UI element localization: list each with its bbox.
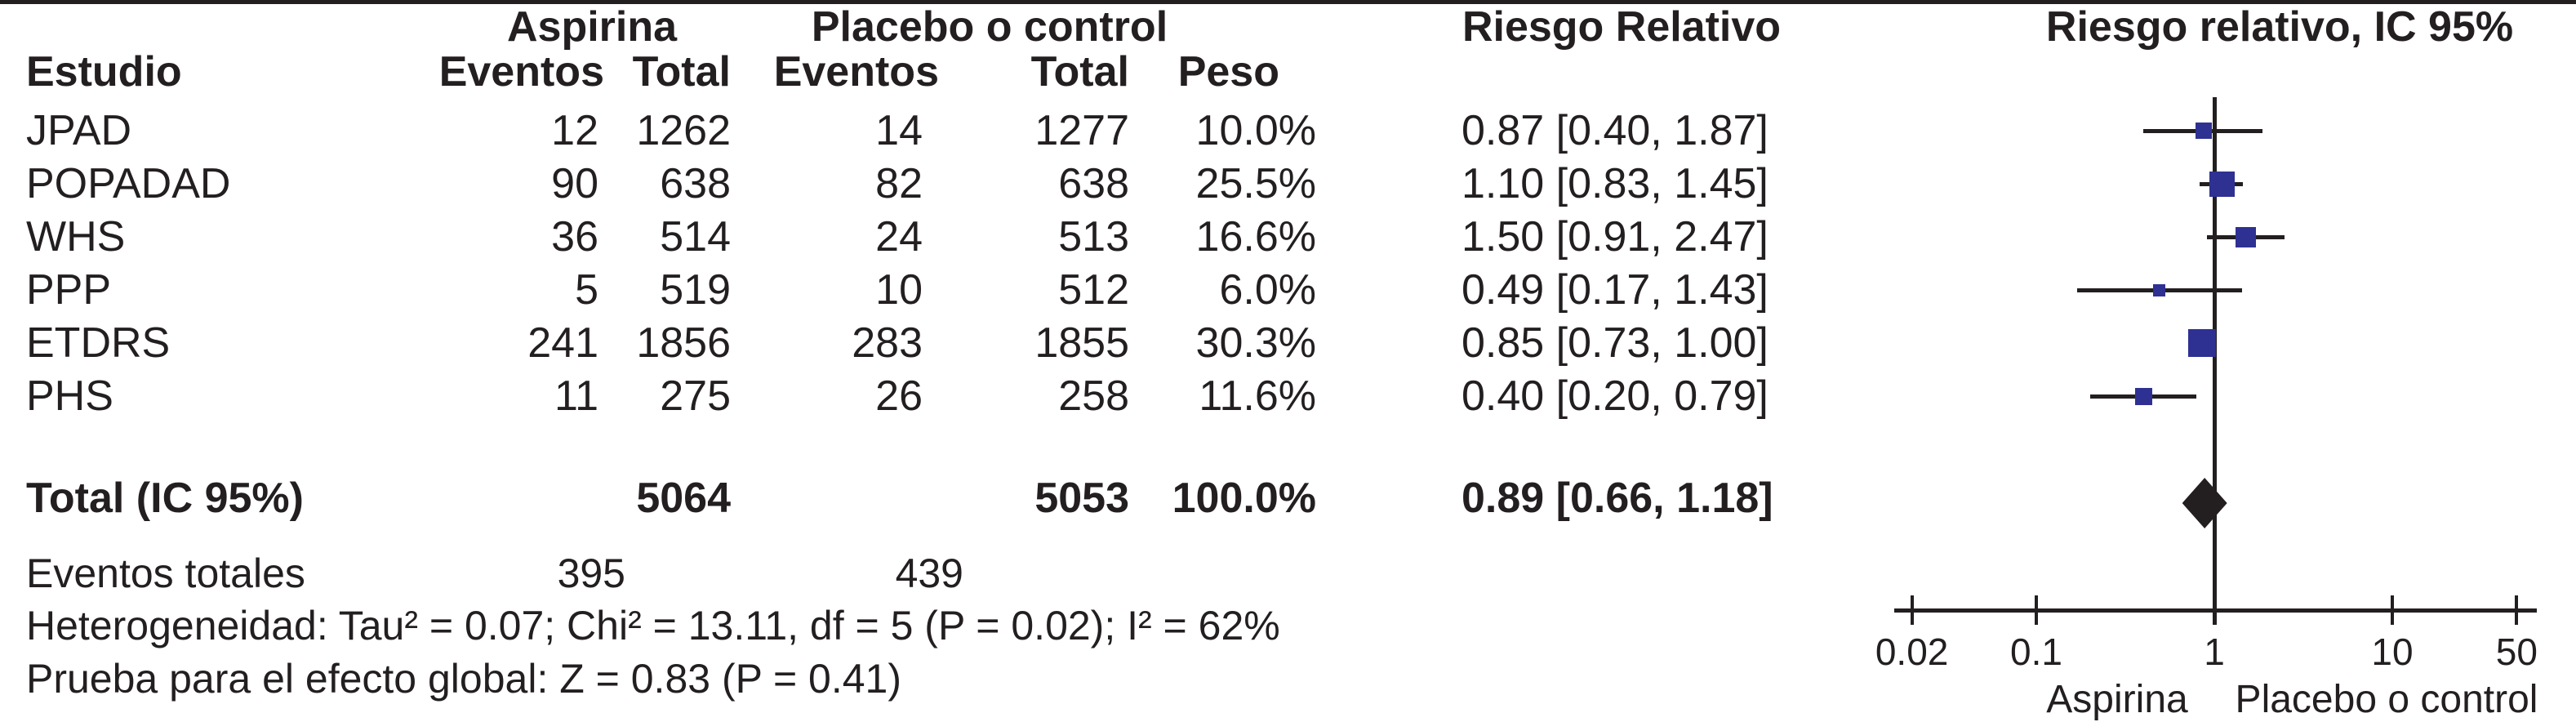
total-label: Total (IC 95%) bbox=[26, 475, 304, 522]
total-plac: 1277 bbox=[1034, 107, 1129, 154]
rr-ci-text: 0.85 [0.73, 1.00] bbox=[1462, 319, 1768, 367]
events-total-label: Eventos totales bbox=[26, 550, 305, 596]
plot-title: Riesgo relativo, IC 95% bbox=[2045, 3, 2514, 51]
column-header-peso: Peso bbox=[1177, 48, 1279, 96]
rr-ci-text: 1.50 [0.91, 2.47] bbox=[1462, 213, 1768, 261]
axis-tick-label-50: 50 bbox=[2495, 631, 2538, 673]
events-asp: 12 bbox=[551, 107, 598, 154]
axis-tick-10 bbox=[2391, 595, 2394, 625]
total-weight: 100.0% bbox=[1172, 475, 1316, 522]
total-rr-ci-text: 0.89 [0.66, 1.18] bbox=[1462, 475, 1773, 522]
axis-label-left: Aspirina bbox=[2046, 678, 2188, 721]
axis-tick-0.02 bbox=[1910, 595, 1914, 625]
axis-label-right: Placebo o control bbox=[2235, 678, 2538, 721]
events-plac: 24 bbox=[875, 213, 923, 261]
axis-tick-label-0.02: 0.02 bbox=[1875, 631, 1949, 673]
study-name: JPAD bbox=[26, 107, 132, 154]
total-asp: 638 bbox=[660, 160, 731, 207]
study-name: PHS bbox=[26, 372, 113, 420]
axis-tick-label-10: 10 bbox=[2371, 631, 2414, 673]
column-header-estudio: Estudio bbox=[26, 48, 182, 96]
column-header-eventos2: Eventos bbox=[773, 48, 939, 96]
column-group-placebo: Placebo o control bbox=[811, 3, 1168, 51]
study-name: PPP bbox=[26, 266, 112, 314]
events-plac: 10 bbox=[875, 266, 923, 314]
total-asp: 1856 bbox=[636, 319, 731, 367]
axis-tick-0.1 bbox=[2035, 595, 2038, 625]
axis-tick-label-0.1: 0.1 bbox=[2010, 631, 2062, 673]
plot-axis-line bbox=[1894, 608, 2537, 613]
events-total-asp: 395 bbox=[557, 550, 625, 596]
total-asp: 1262 bbox=[636, 107, 731, 154]
column-header-eventos1: Eventos bbox=[438, 48, 604, 96]
events-asp: 36 bbox=[551, 213, 598, 261]
column-header-total1: Total bbox=[632, 48, 731, 96]
forest-square-ETDRS bbox=[2187, 329, 2216, 357]
study-name: POPADAD bbox=[26, 160, 231, 207]
study-name: ETDRS bbox=[26, 319, 171, 367]
total-plac: 513 bbox=[1058, 213, 1129, 261]
total-plac: 512 bbox=[1058, 266, 1129, 314]
weight: 25.5% bbox=[1195, 160, 1316, 207]
events-plac: 82 bbox=[875, 160, 923, 207]
weight: 10.0% bbox=[1195, 107, 1316, 154]
events-plac: 14 bbox=[875, 107, 923, 154]
forest-square-JPAD bbox=[2195, 123, 2212, 139]
rr-ci-text: 0.87 [0.40, 1.87] bbox=[1462, 107, 1768, 154]
events-plac: 26 bbox=[875, 372, 923, 420]
weight: 16.6% bbox=[1195, 213, 1316, 261]
header-rule bbox=[0, 0, 2576, 4]
column-header-total2: Total bbox=[1030, 48, 1129, 96]
axis-tick-label-1: 1 bbox=[2204, 631, 2225, 673]
total-asp: 5064 bbox=[636, 475, 731, 522]
events-asp: 5 bbox=[575, 266, 598, 314]
total-asp: 275 bbox=[660, 372, 731, 420]
study-name: WHS bbox=[26, 213, 126, 261]
weight: 30.3% bbox=[1195, 319, 1316, 367]
plot-vertical-line bbox=[2212, 97, 2217, 625]
forest-square-WHS bbox=[2235, 226, 2256, 247]
events-asp: 90 bbox=[551, 160, 598, 207]
events-plac: 283 bbox=[852, 319, 923, 367]
events-total-plac: 439 bbox=[895, 550, 963, 596]
total-plac: 5053 bbox=[1034, 475, 1129, 522]
summary-diamond bbox=[2182, 478, 2227, 528]
events-asp: 11 bbox=[554, 372, 598, 420]
forest-square-POPADAD bbox=[2209, 171, 2235, 197]
weight: 11.6% bbox=[1199, 372, 1316, 420]
total-asp: 514 bbox=[660, 213, 731, 261]
forest-square-PPP bbox=[2152, 283, 2165, 296]
column-header-riesgo-relativo: Riesgo Relativo bbox=[1462, 3, 1782, 51]
column-group-aspirina: Aspirina bbox=[506, 3, 678, 51]
overall-effect-stat: Prueba para el efecto global: Z = 0.83 (… bbox=[26, 656, 901, 702]
heterogeneity-stat: Heterogeneidad: Tau² = 0.07; Chi² = 13.1… bbox=[26, 603, 1280, 648]
total-plac: 258 bbox=[1058, 372, 1129, 420]
axis-tick-50 bbox=[2515, 595, 2519, 625]
weight: 6.0% bbox=[1219, 266, 1316, 314]
rr-ci-text: 1.10 [0.83, 1.45] bbox=[1462, 160, 1768, 207]
events-asp: 241 bbox=[527, 319, 598, 367]
forest-square-PHS bbox=[2134, 387, 2152, 405]
total-asp: 519 bbox=[660, 266, 731, 314]
rr-ci-text: 0.49 [0.17, 1.43] bbox=[1462, 266, 1768, 314]
total-plac: 638 bbox=[1058, 160, 1129, 207]
rr-ci-text: 0.40 [0.20, 0.79] bbox=[1462, 372, 1768, 420]
total-plac: 1855 bbox=[1034, 319, 1129, 367]
